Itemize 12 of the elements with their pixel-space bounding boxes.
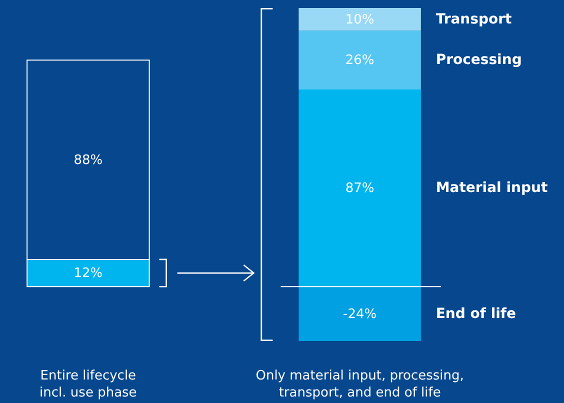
x-tick-label: Entire lifecycle incl. use phase bbox=[40, 368, 137, 400]
x-tick-label: Only material input, processing, transport, and end of life bbox=[256, 368, 464, 400]
series-label: Material input bbox=[436, 180, 548, 196]
data-label: 88% bbox=[74, 152, 103, 168]
data-label: -24% bbox=[343, 306, 377, 322]
series-label: End of life bbox=[436, 306, 516, 322]
data-label: 12% bbox=[74, 266, 103, 282]
data-label: 10% bbox=[345, 12, 374, 28]
series-label: Processing bbox=[436, 52, 522, 68]
series-label: Transport bbox=[436, 11, 512, 28]
data-label: 26% bbox=[345, 53, 374, 68]
data-label: 87% bbox=[345, 181, 374, 196]
